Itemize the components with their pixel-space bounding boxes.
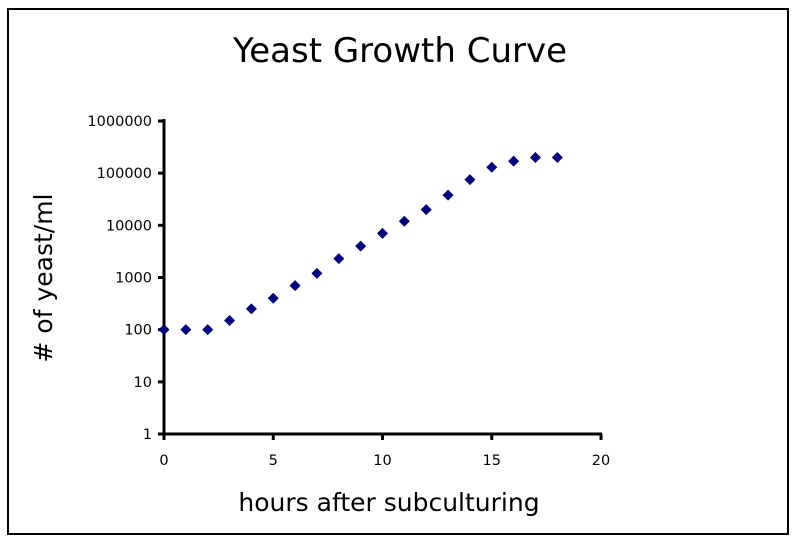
data-point-diamond (377, 227, 388, 239)
x-tick-label: 10 (373, 453, 391, 469)
y-tick-label: 100 (124, 323, 152, 339)
y-tick-label: 10 (134, 375, 152, 391)
data-point-diamond (333, 253, 345, 265)
data-point-diamond (267, 292, 279, 304)
x-tick-label: 0 (159, 453, 168, 469)
data-point-diamond (486, 161, 498, 173)
x-axis-ticks: 0 5 10 15 20 (159, 434, 610, 469)
y-tick-label: 100000 (97, 166, 152, 182)
chart-title: Yeast Growth Curve (232, 31, 567, 71)
data-series-yeast-count (158, 151, 563, 336)
data-point-diamond (464, 174, 476, 186)
y-axis-ticks: 1 10 100 1000 10000 100000 1000000 (87, 114, 164, 443)
y-tick-label: 1 (143, 427, 152, 443)
y-tick-label: 10000 (106, 218, 152, 234)
data-point-diamond (180, 324, 192, 336)
data-point-diamond (224, 314, 236, 326)
data-point-diamond (355, 240, 367, 252)
y-axis-title: # of yeast/ml (29, 194, 58, 363)
data-point-diamond (529, 151, 541, 163)
data-point-diamond (289, 280, 301, 292)
x-tick-label: 5 (269, 453, 278, 469)
data-point-diamond (311, 267, 323, 279)
data-point-diamond (245, 303, 257, 315)
x-axis-title: hours after subculturing (238, 488, 539, 517)
y-tick-label: 1000000 (87, 114, 152, 130)
x-tick-label: 20 (592, 453, 610, 469)
data-point-diamond (202, 324, 214, 336)
data-point-diamond (508, 155, 520, 167)
data-point-diamond (551, 151, 563, 163)
data-point-diamond (158, 324, 170, 336)
y-tick-label: 1000 (115, 271, 152, 287)
data-point-diamond (442, 189, 454, 201)
chart-frame (7, 8, 789, 535)
x-tick-label: 15 (483, 453, 501, 469)
data-point-diamond (398, 215, 410, 227)
data-point-diamond (420, 204, 432, 216)
